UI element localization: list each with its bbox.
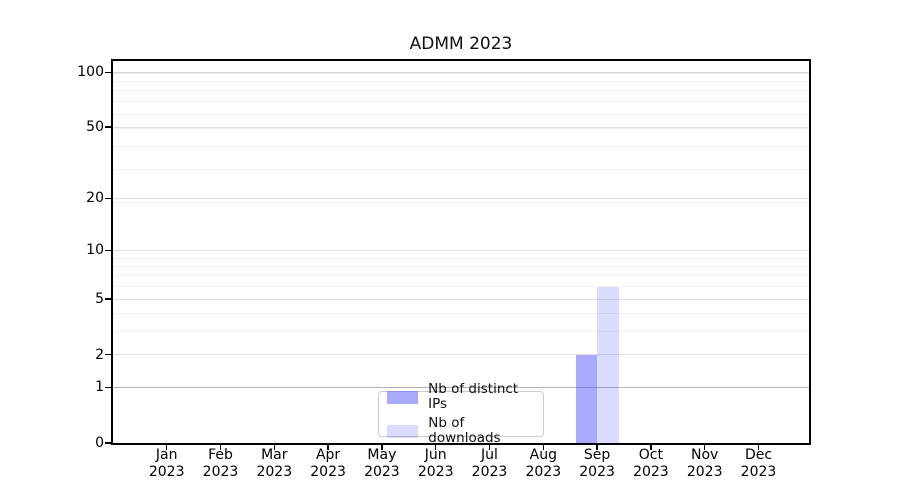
y-tickmark [105,197,111,200]
x-tickmark [650,444,652,450]
x-tickmark [596,444,598,450]
y-tick-label: 0 [95,435,104,451]
legend-swatch-distinct-ips [387,390,419,404]
x-tick-label: Aug 2023 [525,447,562,480]
major-gridline [113,386,809,388]
x-tick-label: Jun 2023 [417,447,454,480]
plot-area [111,59,811,445]
legend-item-distinct-ips: Nb of distinct IPs [387,382,535,412]
minor-gridline [113,146,809,148]
minor-gridline [113,128,809,130]
legend-label-distinct-ips: Nb of distinct IPs [428,381,519,412]
chart-title: ADMM 2023 [409,34,513,54]
x-tick-label: Jul 2023 [471,447,508,480]
bar-downloads-sep [597,286,619,443]
minor-gridline [113,72,809,74]
bar-distinct-ips-sep [575,354,598,443]
x-tickmark [273,444,275,450]
x-tickmark [488,444,491,450]
x-tick-label: Apr 2023 [310,447,346,480]
major-gridline [113,354,809,356]
x-tickmark [219,444,222,450]
minor-gridline [113,113,809,115]
minor-gridline [113,313,809,315]
minor-gridline [113,275,809,277]
legend: Nb of distinct IPs Nb of downloads [378,382,544,446]
x-tickmark [757,444,760,450]
major-gridline [113,197,809,199]
x-tick-label: Mar 2023 [256,447,293,480]
y-tickmark [105,386,111,388]
x-tickmark [381,444,383,450]
minor-gridline [113,80,809,82]
legend-item-downloads: Nb of downloads [387,416,535,446]
x-tick-label: Feb 2023 [202,447,239,480]
x-tick-label: Nov 2023 [686,447,723,480]
x-tick-label: Jan 2023 [148,447,185,480]
minor-gridline [113,286,809,288]
y-tickmark [105,71,111,73]
minor-gridline [113,90,809,92]
legend-swatch-downloads [387,424,419,438]
x-tick-label: Sep 2023 [579,447,615,480]
x-tickmark [166,444,168,450]
x-tick-label: Dec 2023 [740,447,777,480]
minor-gridline [113,257,809,259]
minor-gridline [113,265,809,267]
x-tickmark [327,444,329,450]
y-tickmark [105,249,111,252]
major-gridline [113,298,809,300]
y-tickmark [105,126,111,128]
y-tickmark [105,298,111,300]
y-tick-label: 50 [86,119,104,136]
x-tickmark [704,444,706,450]
minor-gridline [113,201,809,203]
legend-label-downloads: Nb of downloads [428,415,501,446]
x-tickmark [435,444,437,450]
major-gridline [113,249,809,251]
y-tickmark [105,442,111,444]
y-tick-label: 10 [86,242,104,259]
y-tick-label: 5 [95,291,104,308]
x-tick-label: Oct 2023 [633,447,669,480]
minor-gridline [113,169,809,171]
major-gridline [113,71,809,73]
minor-gridline [113,331,809,333]
major-gridline [113,126,809,128]
y-tick-label: 1 [95,379,104,396]
y-tick-label: 100 [77,64,104,81]
x-tick-label: May 2023 [364,447,400,480]
y-tickmark [105,354,111,356]
y-tick-label: 20 [86,190,104,207]
y-tick-label: 2 [95,346,104,363]
minor-gridline [113,101,809,103]
x-tickmark [542,444,544,450]
